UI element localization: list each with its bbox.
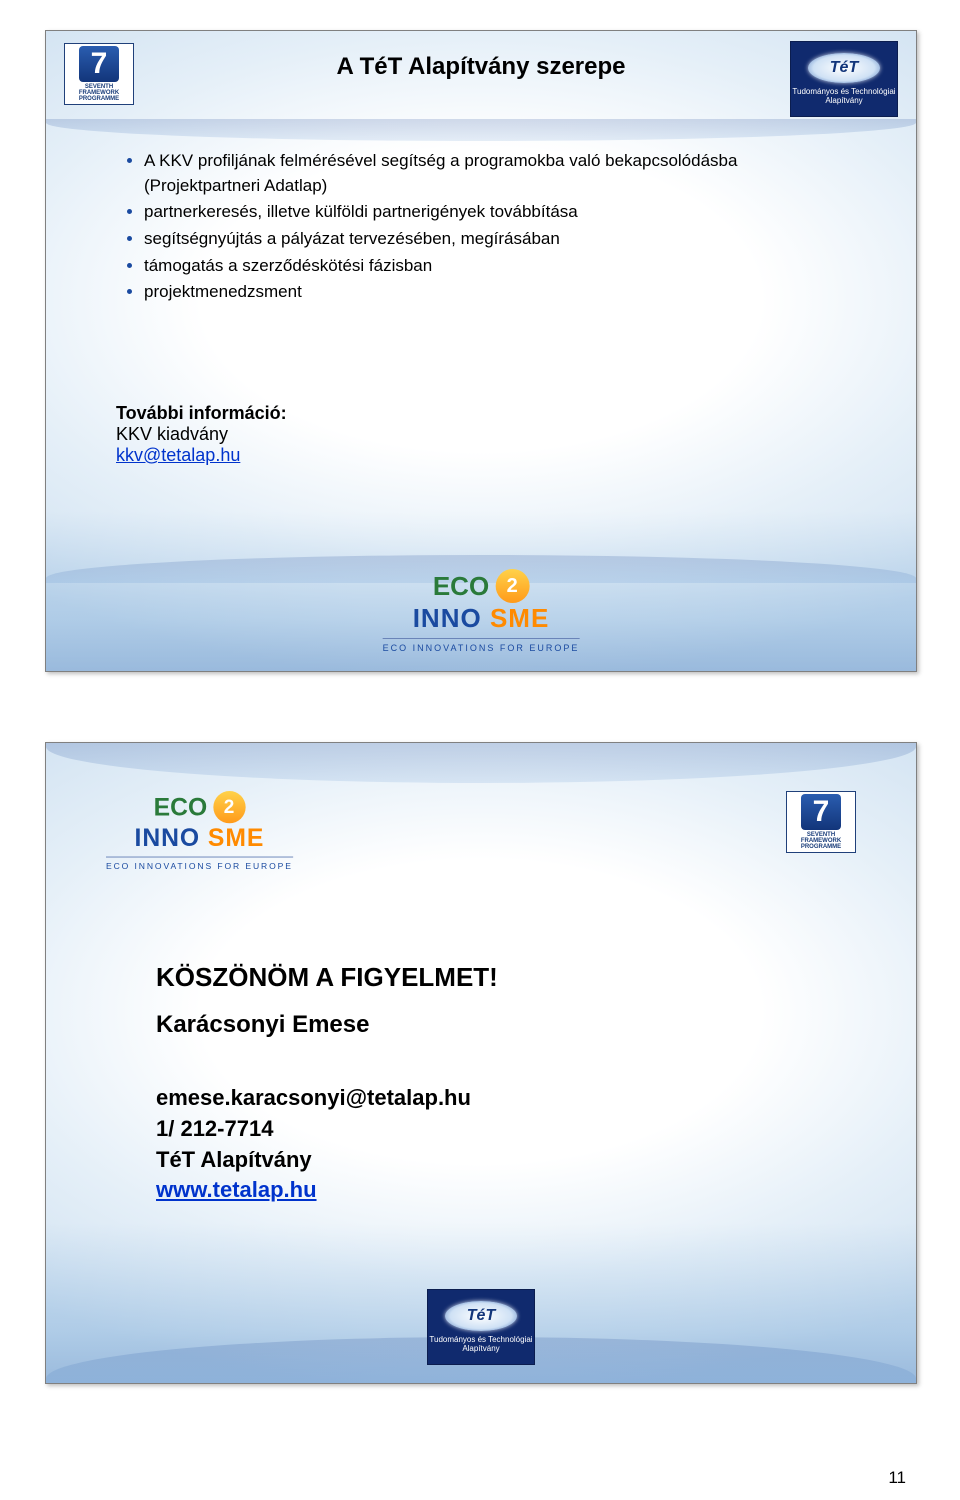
eco-sme: SME — [490, 603, 549, 633]
info-email-link[interactable]: kkv@tetalap.hu — [116, 445, 240, 465]
fp7-logo-icon: 7 SEVENTH FRAMEWORK PROGRAMME — [786, 791, 856, 853]
bullet-item: projektmenedzsment — [144, 280, 856, 305]
closing-name: Karácsonyi Emese — [156, 1002, 498, 1048]
slide-2: ECO 2 INNO SME ECO INNOVATIONS FOR EUROP… — [45, 742, 917, 1384]
bullet-list: A KKV profiljának felmérésével segítség … — [124, 149, 856, 307]
closing-email: emese.karacsonyi@tetalap.hu — [156, 1083, 471, 1114]
tet-line2: Alapítvány — [462, 1344, 499, 1353]
eco-word: ECO — [433, 571, 489, 602]
closing-phone: 1/ 212-7714 — [156, 1114, 471, 1145]
bullet-item: segítségnyújtás a pályázat tervezésében,… — [144, 227, 856, 252]
bullet-item: támogatás a szerződéskötési fázisban — [144, 254, 856, 279]
closing-block: KÖSZÖNÖM A FIGYELMET! Karácsonyi Emese — [156, 953, 498, 1048]
eco-two-badge: 2 — [213, 791, 245, 823]
tet-oval-text: TéT — [445, 1301, 517, 1331]
eco-sme: SME — [208, 823, 264, 852]
bullet-item: A KKV profiljának felmérésével segítség … — [144, 149, 856, 198]
info-block: További információ: KKV kiadvány kkv@tet… — [116, 403, 287, 466]
eco-tagline: ECO INNOVATIONS FOR EUROPE — [383, 638, 580, 653]
fp7-seven: 7 — [801, 794, 841, 830]
info-label: További információ: — [116, 403, 287, 424]
eco-logo-icon: ECO 2 INNO SME ECO INNOVATIONS FOR EUROP… — [106, 791, 293, 871]
eco-two-badge: 2 — [495, 569, 529, 603]
decorative-wave-top — [46, 743, 916, 783]
tet-line1: Tudományos és Technológiai — [429, 1335, 532, 1344]
eco-logo-icon: ECO 2 INNO SME ECO INNOVATIONS FOR EUROP… — [383, 569, 580, 653]
page-number: 11 — [46, 1468, 906, 1488]
info-line: KKV kiadvány — [116, 424, 287, 445]
slide-1: 7 SEVENTH FRAMEWORK PROGRAMME TéT Tudomá… — [45, 30, 917, 672]
tet-line2: Alapítvány — [825, 96, 862, 105]
closing-url-link[interactable]: www.tetalap.hu — [156, 1177, 317, 1202]
tet-badge-icon: TéT Tudományos és Technológiai Alapítván… — [427, 1289, 535, 1365]
fp7-label: SEVENTH FRAMEWORK PROGRAMME — [65, 84, 133, 102]
eco-tagline: ECO INNOVATIONS FOR EUROPE — [106, 857, 293, 871]
decorative-wave-top — [46, 119, 916, 141]
closing-org: TéT Alapítvány — [156, 1145, 471, 1176]
closing-extra: emese.karacsonyi@tetalap.hu 1/ 212-7714 … — [156, 1083, 471, 1206]
document-page: 7 SEVENTH FRAMEWORK PROGRAMME TéT Tudomá… — [0, 0, 960, 1494]
eco-word: ECO — [154, 792, 208, 821]
tet-line1: Tudományos és Technológiai — [792, 87, 895, 96]
eco-inno: INNO — [135, 823, 208, 852]
fp7-label: SEVENTH FRAMEWORK PROGRAMME — [787, 832, 855, 850]
eco-inno: INNO — [413, 603, 490, 633]
closing-headline: KÖSZÖNÖM A FIGYELMET! — [156, 953, 498, 1002]
slide-title: A TéT Alapítvány szerepe — [46, 53, 916, 81]
bullet-item: partnerkeresés, illetve külföldi partner… — [144, 200, 856, 225]
